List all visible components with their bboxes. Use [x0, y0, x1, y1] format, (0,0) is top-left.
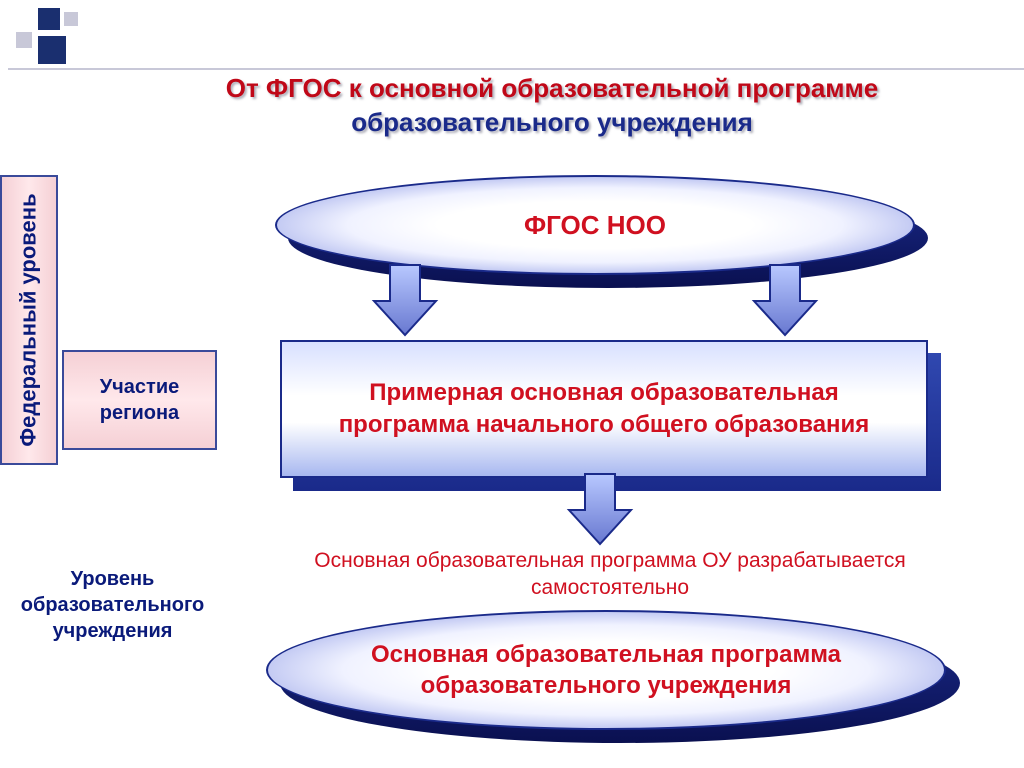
sidebar-region-participation: Участие региона [62, 350, 217, 450]
node-sample-program: Примерная основная образовательная прогр… [280, 340, 928, 478]
corner-decoration [8, 8, 128, 68]
title-line2: образовательного учреждения [351, 107, 753, 137]
note-program-developed: Основная образовательная программа ОУ ра… [280, 547, 940, 602]
arrow-down-icon [565, 472, 635, 547]
node-fgos-noo: ФГОС НОО [275, 175, 915, 275]
page-title: От ФГОС к основной образовательной прогр… [120, 72, 984, 140]
sidebar-federal-level: Федеральный уровень [0, 175, 58, 465]
node-main-program-label: Основная образовательная программа образ… [268, 639, 944, 701]
arrow-down-icon [750, 263, 820, 338]
node-sample-program-label: Примерная основная образовательная прогр… [302, 377, 906, 442]
sidebar-region-label: Участие региона [64, 374, 215, 426]
title-line1: От ФГОС к основной образовательной прогр… [226, 73, 879, 103]
arrow-down-icon [370, 263, 440, 338]
sidebar-level-label: Уровень образовательного учреждения [0, 566, 225, 644]
note-label: Основная образовательная программа ОУ ра… [314, 549, 905, 599]
sidebar-federal-label: Федеральный уровень [16, 193, 42, 446]
sidebar-institution-level: Уровень образовательного учреждения [0, 550, 225, 660]
node-main-program: Основная образовательная программа образ… [266, 610, 946, 730]
node-fgos-noo-label: ФГОС НОО [524, 210, 666, 241]
